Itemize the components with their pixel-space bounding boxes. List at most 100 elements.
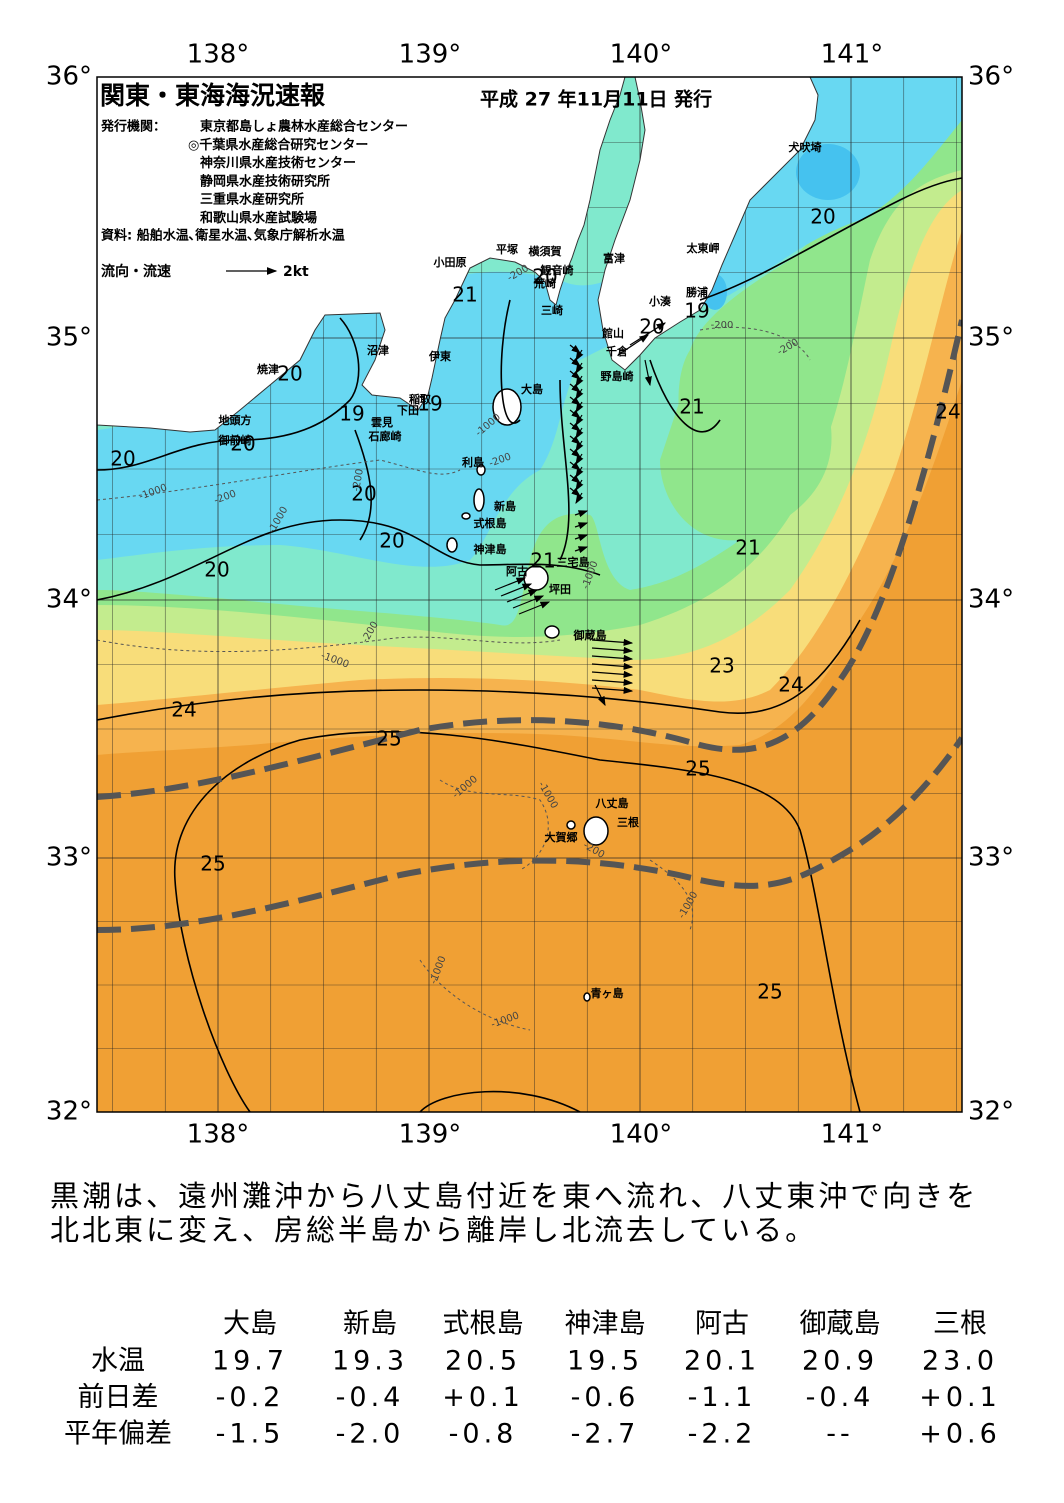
current-arrow — [506, 589, 539, 603]
isotherm-label: 20 — [379, 529, 404, 553]
isotherm-label: 20 — [639, 315, 664, 339]
lon-label: 140° — [610, 1120, 673, 1150]
isotherm-label: 20 — [204, 558, 229, 582]
place-name: 三宅島 — [557, 555, 590, 569]
lon-label: 138° — [187, 40, 250, 70]
current-arrow — [574, 546, 589, 554]
place-name: 阿古 — [506, 564, 528, 578]
current-arrow — [591, 670, 634, 678]
lon-label: 141° — [821, 40, 884, 70]
lon-label: 138° — [187, 1120, 250, 1150]
isotherm-label: 25 — [757, 980, 782, 1004]
isotherm-label: 21 — [452, 283, 477, 307]
kuroshio-axis — [97, 319, 962, 933]
place-name: 利島 — [462, 455, 484, 469]
isotherm-label: 20 — [230, 432, 255, 456]
place-name: 平塚 — [496, 242, 518, 256]
place-name: 八丈島 — [595, 796, 629, 810]
isobath — [649, 859, 694, 931]
lat-label: 34° — [968, 585, 1014, 615]
place-name: 石廊崎 — [368, 429, 402, 443]
place-name: 神津島 — [474, 542, 507, 556]
isotherm — [97, 619, 861, 721]
title: 関東・東海海況速報 — [100, 81, 326, 110]
island — [461, 512, 471, 520]
current-arrow — [575, 492, 584, 505]
lon-label: 141° — [821, 1120, 884, 1150]
lat-label: 33° — [46, 843, 92, 873]
place-name: 三根 — [617, 815, 640, 829]
island — [583, 816, 609, 846]
table-header: 阿古 — [695, 1309, 749, 1340]
table-cell: +0.6 — [919, 1419, 1001, 1450]
isotherm — [559, 379, 570, 561]
place-name: 稲取 — [409, 392, 431, 406]
current-arrow — [594, 684, 606, 707]
place-name: 野島崎 — [601, 369, 634, 383]
isotherm-label: 20 — [351, 482, 376, 506]
lat-label: 32° — [968, 1097, 1014, 1127]
row-label: 水温 — [91, 1346, 145, 1377]
place-name: 横須賀 — [529, 244, 562, 258]
current-arrow — [574, 522, 589, 530]
isotherm-label: 20 — [532, 265, 557, 289]
table-cell: 20.1 — [684, 1346, 760, 1377]
axis-labels: 138° 139° 140° 141° 138° 139° 140° 141° 36° 35° 34… — [46, 40, 1014, 1150]
lat-label: 33° — [968, 843, 1014, 873]
table-cell: -1.1 — [688, 1382, 757, 1413]
sea-cold-patch — [796, 144, 860, 200]
issuer-label: 発行機関： — [100, 119, 166, 135]
table-cell: +0.1 — [442, 1382, 524, 1413]
table-cell: -2.7 — [571, 1419, 640, 1450]
island — [583, 992, 591, 1002]
place-name: 犬吠埼 — [789, 140, 822, 154]
current-vectors — [494, 322, 667, 707]
table-cell: 19.3 — [332, 1346, 408, 1377]
place-name: 大島 — [521, 382, 543, 396]
current-arrow — [591, 646, 634, 654]
current-arrow — [591, 654, 634, 662]
current-arrow — [512, 595, 545, 609]
place-name: 小田原 — [433, 255, 467, 269]
lat-label: 32° — [46, 1097, 92, 1127]
isotherm-label: 21 — [530, 549, 555, 573]
table-header: 御蔵島 — [800, 1309, 881, 1340]
place-name: 荒崎 — [533, 276, 556, 290]
table-cell: -- — [826, 1419, 854, 1450]
table-cell: -0.4 — [336, 1382, 405, 1413]
current-arrow — [494, 577, 527, 591]
legend-scale: 2kt — [283, 264, 309, 280]
isobath — [699, 326, 811, 361]
lon-label: 139° — [399, 1120, 462, 1150]
place-name: 式根島 — [474, 516, 507, 530]
issue-date: 平成 27 年11月11日 発行 — [480, 88, 712, 111]
legend-label: 流向・流速 — [101, 263, 171, 280]
isotherm — [419, 1090, 581, 1112]
land-honshu — [97, 77, 626, 433]
isotherm-label: 19 — [417, 392, 442, 416]
place-name: 雲見 — [371, 416, 393, 429]
isotherm — [649, 359, 721, 433]
place-name: 御前崎 — [218, 433, 252, 447]
table-cell: -0.4 — [806, 1382, 875, 1413]
sources: 資料: 船舶水温､衛星水温､気象庁解析水温 — [101, 228, 345, 244]
place-name: 勝浦 — [686, 285, 708, 299]
current-arrow — [591, 678, 634, 686]
table-header: 新島 — [343, 1309, 397, 1340]
current-arrow — [591, 662, 634, 670]
current-arrow — [617, 334, 649, 356]
agency: 三重県水産研究所 — [200, 192, 304, 208]
current-arrow — [574, 534, 589, 542]
current-arrow — [518, 601, 551, 615]
table-cell: -1.5 — [216, 1419, 285, 1450]
table-cell: +0.1 — [919, 1382, 1001, 1413]
agency: 東京都島しょ農林水産総合センター — [200, 119, 408, 135]
table-cell: 19.7 — [212, 1346, 288, 1377]
table-header: 式根島 — [443, 1309, 524, 1340]
place-name: 太東岬 — [686, 241, 720, 255]
isotherm-label: 24 — [778, 673, 803, 697]
isobath-label: -200 — [711, 320, 734, 331]
place-name: 千倉 — [606, 344, 629, 358]
island — [476, 464, 486, 476]
